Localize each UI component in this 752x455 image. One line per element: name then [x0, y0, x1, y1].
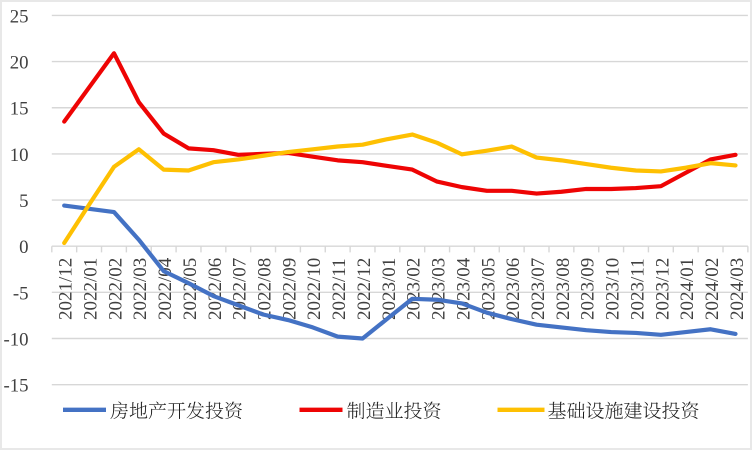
svg-text:2023/06: 2023/06 [503, 258, 524, 320]
svg-text:2023/03: 2023/03 [429, 258, 450, 320]
svg-text:10: 10 [10, 145, 29, 166]
svg-text:2023/10: 2023/10 [603, 258, 624, 320]
svg-text:2023/02: 2023/02 [404, 258, 425, 320]
svg-text:2024/01: 2024/01 [677, 258, 698, 320]
svg-text:2023/11: 2023/11 [627, 258, 648, 320]
svg-text:2022/11: 2022/11 [329, 258, 350, 320]
svg-text:2022/02: 2022/02 [105, 258, 126, 320]
svg-text:2022/06: 2022/06 [205, 258, 226, 320]
svg-text:-10: -10 [3, 330, 28, 351]
svg-text:15: 15 [10, 99, 29, 120]
svg-text:2023/05: 2023/05 [478, 258, 499, 320]
svg-text:5: 5 [19, 191, 28, 212]
svg-text:2021/12: 2021/12 [56, 258, 77, 320]
svg-text:2023/04: 2023/04 [453, 257, 474, 320]
svg-text:2022/10: 2022/10 [304, 258, 325, 320]
svg-text:2022/08: 2022/08 [255, 258, 276, 320]
svg-text:0: 0 [19, 237, 28, 258]
svg-text:2024/02: 2024/02 [702, 258, 723, 320]
svg-text:25: 25 [10, 6, 29, 27]
svg-text:2022/01: 2022/01 [81, 258, 102, 320]
svg-text:20: 20 [10, 53, 29, 74]
svg-text:-5: -5 [13, 283, 29, 304]
svg-text:2024/03: 2024/03 [727, 258, 748, 320]
svg-text:-15: -15 [3, 376, 28, 397]
svg-text:2022/03: 2022/03 [130, 258, 151, 320]
svg-text:2022/12: 2022/12 [354, 258, 375, 320]
svg-text:2023/09: 2023/09 [578, 258, 599, 320]
svg-text:2023/08: 2023/08 [553, 258, 574, 320]
svg-text:2023/07: 2023/07 [528, 258, 549, 320]
svg-text:2023/01: 2023/01 [379, 258, 400, 320]
svg-text:2023/12: 2023/12 [652, 258, 673, 320]
svg-text:2022/05: 2022/05 [180, 258, 201, 320]
svg-text:2022/09: 2022/09 [279, 258, 300, 320]
